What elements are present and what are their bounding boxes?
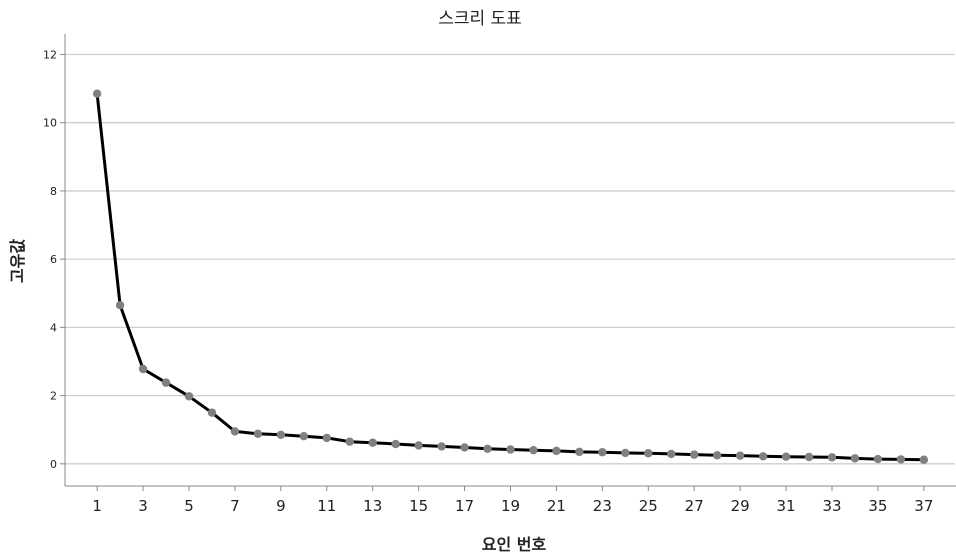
data-point-19 bbox=[506, 445, 515, 454]
series-line bbox=[95, 93, 924, 462]
gridlines bbox=[65, 53, 955, 465]
x-tick-label-23: 23 bbox=[593, 497, 612, 515]
x-tick-label-5: 5 bbox=[184, 497, 194, 515]
eigenvalue-series bbox=[92, 89, 929, 464]
data-point-35 bbox=[873, 454, 883, 464]
data-point-36 bbox=[896, 455, 906, 464]
x-axis-label: 요인 번호 bbox=[482, 535, 547, 553]
data-point-14 bbox=[391, 439, 400, 449]
data-point-2 bbox=[115, 301, 125, 310]
data-point-17 bbox=[460, 443, 469, 452]
data-point-4 bbox=[161, 378, 171, 387]
data-point-12 bbox=[345, 437, 354, 446]
data-point-7 bbox=[230, 427, 240, 436]
x-tick-label-3: 3 bbox=[138, 497, 148, 515]
y-tick-label-10: 10 bbox=[43, 117, 57, 130]
data-point-21 bbox=[552, 446, 561, 456]
axes bbox=[64, 34, 956, 487]
x-tick-label-29: 29 bbox=[731, 497, 750, 515]
x-tick-label-27: 27 bbox=[685, 497, 704, 515]
chart-title: 스크리 도표 bbox=[438, 9, 522, 29]
data-point-34 bbox=[850, 454, 860, 463]
y-tick-label-2: 2 bbox=[50, 390, 57, 403]
data-point-6 bbox=[207, 408, 217, 417]
y-axis-ticks: 0 2 4 6 8 10 12 bbox=[43, 48, 65, 471]
data-point-10 bbox=[299, 431, 309, 441]
data-point-1 bbox=[92, 89, 102, 98]
data-point-37 bbox=[919, 455, 929, 464]
data-point-27 bbox=[690, 450, 699, 459]
y-tick-label-6: 6 bbox=[50, 253, 57, 266]
y-axis-label: 고유값 bbox=[8, 239, 27, 283]
x-tick-label-7: 7 bbox=[230, 497, 240, 515]
x-axis-ticks: 1 3 5 7 9 11 13 15 17 19 21 23 25 27 29 31 33 35 37 bbox=[92, 486, 933, 515]
data-point-13 bbox=[368, 438, 377, 447]
data-point-31 bbox=[781, 452, 791, 461]
data-point-29 bbox=[735, 451, 745, 460]
x-tick-label-25: 25 bbox=[639, 497, 658, 515]
data-point-16 bbox=[437, 442, 446, 451]
y-tick-label-12: 12 bbox=[43, 48, 57, 61]
data-point-24 bbox=[621, 448, 630, 458]
x-tick-label-21: 21 bbox=[547, 497, 566, 515]
y-tick-label-4: 4 bbox=[50, 321, 57, 334]
x-tick-label-19: 19 bbox=[501, 497, 520, 515]
data-point-33 bbox=[827, 453, 837, 462]
x-tick-label-15: 15 bbox=[409, 497, 428, 515]
x-tick-label-11: 11 bbox=[317, 497, 336, 515]
data-point-32 bbox=[804, 452, 814, 462]
data-point-11 bbox=[322, 433, 331, 443]
x-tick-label-17: 17 bbox=[455, 497, 474, 515]
data-point-28 bbox=[712, 451, 722, 460]
data-point-8 bbox=[253, 429, 263, 439]
data-point-22 bbox=[575, 447, 584, 457]
x-tick-label-1: 1 bbox=[92, 497, 102, 515]
x-tick-label-35: 35 bbox=[868, 497, 887, 515]
x-tick-label-33: 33 bbox=[822, 497, 841, 515]
x-tick-label-31: 31 bbox=[777, 497, 796, 515]
data-point-5 bbox=[184, 392, 194, 401]
data-point-9 bbox=[276, 430, 286, 440]
data-point-18 bbox=[483, 444, 492, 454]
y-tick-label-8: 8 bbox=[50, 185, 57, 198]
data-point-20 bbox=[529, 445, 538, 455]
data-point-15 bbox=[414, 441, 423, 450]
data-point-25 bbox=[644, 449, 653, 458]
x-tick-label-9: 9 bbox=[276, 497, 286, 515]
data-point-23 bbox=[598, 448, 607, 457]
x-tick-label-37: 37 bbox=[914, 497, 933, 515]
data-point-26 bbox=[667, 449, 676, 459]
data-point-30 bbox=[758, 452, 768, 461]
data-point-3 bbox=[138, 364, 148, 374]
x-tick-label-13: 13 bbox=[363, 497, 382, 515]
y-tick-label-0: 0 bbox=[50, 458, 57, 471]
